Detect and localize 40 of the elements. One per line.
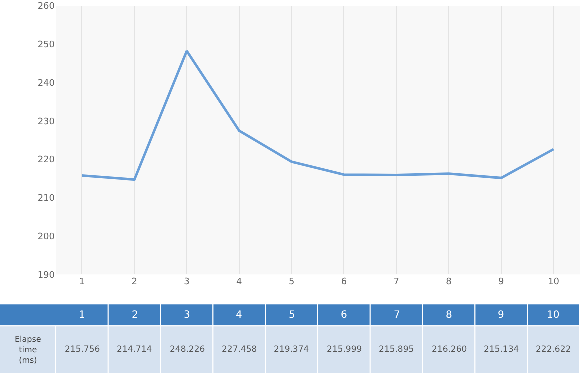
data-label: 215.756 [65, 345, 100, 355]
category-label: 2 [132, 310, 138, 321]
line-series [80, 50, 556, 182]
data-label: 215.999 [327, 345, 362, 355]
x-tick-label: 6 [341, 278, 348, 288]
y-tick-label: 210 [38, 194, 56, 204]
x-tick-label: 5 [288, 278, 295, 288]
category-label: 10 [547, 310, 560, 321]
data-label: 222.622 [536, 345, 572, 355]
x-tick-label: 3 [184, 278, 190, 288]
category-label: 9 [498, 310, 504, 321]
x-tick-label: 4 [236, 278, 243, 288]
text: Elapse time (ms) [15, 335, 42, 365]
x-tick-label: 8 [446, 278, 452, 288]
x-tick-label: 1 [79, 278, 86, 288]
y-tick-label: 220 [38, 156, 56, 166]
x-tick-label: 9 [498, 278, 505, 288]
data-label: 215.895 [379, 345, 414, 355]
data-label: 216.260 [432, 345, 468, 355]
category-label: 4 [236, 310, 242, 321]
category-label: 3 [184, 310, 190, 321]
category-label: 6 [341, 310, 348, 321]
category-label: 5 [289, 310, 296, 321]
y-tick-label: 240 [38, 78, 56, 89]
y-tick-label: 260 [38, 2, 56, 12]
data-label: 219.374 [274, 345, 310, 355]
x-tick-label: 10 [548, 278, 560, 288]
y-tick-label: 250 [38, 40, 56, 51]
data-label: 248.226 [170, 345, 206, 355]
category-label: 8 [446, 310, 452, 321]
y-tick-label: 230 [38, 117, 56, 128]
category-label: 1 [79, 310, 86, 321]
data-label: 215.134 [484, 345, 520, 355]
y-tick-label: 190 [38, 270, 56, 281]
x-tick-label: 2 [132, 278, 138, 288]
category-label: 7 [394, 310, 400, 321]
data-label: 227.458 [222, 345, 258, 355]
y-tick-label: 200 [38, 232, 56, 242]
data-label: 214.714 [117, 345, 152, 355]
x-tick-label: 7 [394, 278, 400, 288]
